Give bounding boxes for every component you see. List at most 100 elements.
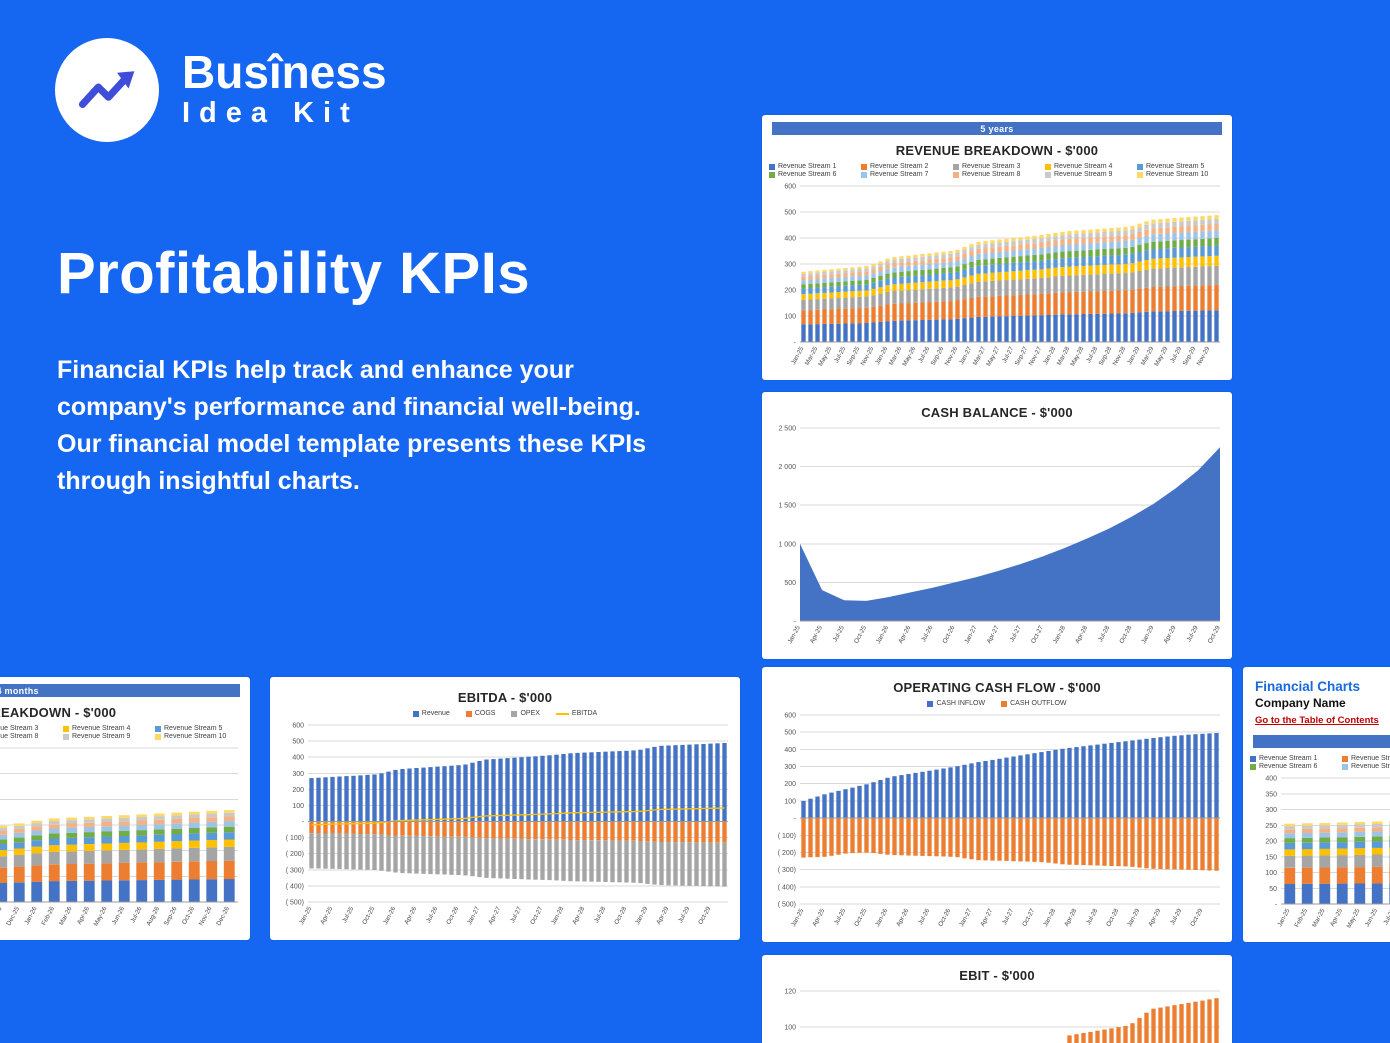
svg-text:Jan-25: Jan-25 — [298, 905, 313, 926]
brand-name: Busîness Idea Kit — [182, 48, 387, 129]
svg-text:-: - — [302, 819, 305, 826]
legend-marker-icon — [861, 171, 867, 178]
svg-text:Jun-25: Jun-25 — [1364, 907, 1379, 928]
svg-text:Jul-26: Jul-26 — [917, 907, 931, 926]
legend-item: Revenue Stream 8 — [953, 171, 1041, 178]
revenue-breakdown-5y-card: 5 years REVENUE BREAKDOWN - $'000 Revenu… — [762, 115, 1232, 380]
legend-item: Revenue Stream 3 — [953, 163, 1041, 170]
svg-text:Apr-26: Apr-26 — [403, 905, 418, 925]
svg-text:Feb-25: Feb-25 — [1294, 907, 1310, 928]
operating-cash-flow-chart: 600 500 400 300 200 100 - ( 100) ( 200) ( 300) ( 4… — [764, 709, 1228, 940]
table-of-contents-link[interactable]: Go to the Table of Contents — [1255, 715, 1379, 726]
legend-label: CASH OUTFLOW — [1010, 700, 1067, 707]
legend-label: Revenue Stream 10 — [1146, 171, 1209, 178]
legend-label: Revenue Stream 4 — [1054, 163, 1113, 170]
ebitda-card: EBITDA - $'000 Revenue COGS OPEX EBITDA 600… — [270, 677, 740, 940]
legend-marker-icon — [63, 725, 69, 732]
svg-text:Jul-28: Jul-28 — [1085, 907, 1099, 926]
svg-text:Jan-26: Jan-26 — [382, 905, 397, 926]
svg-text:600: 600 — [784, 184, 796, 191]
svg-text:Jul-27: Jul-27 — [509, 905, 523, 924]
svg-text:Apr-27: Apr-27 — [986, 624, 1001, 644]
svg-text:200: 200 — [1265, 839, 1277, 846]
legend-marker-icon — [1342, 763, 1348, 770]
svg-text:Jan-28: Jan-28 — [1042, 907, 1057, 928]
legend-label: Revenue Stream 4 — [72, 725, 131, 732]
legend-label: CASH INFLOW — [936, 700, 986, 707]
svg-text:Apr-25: Apr-25 — [1329, 907, 1344, 927]
chart-title-revenue-breakdown-24m: REVENUE BREAKDOWN - $'000 — [0, 705, 117, 720]
svg-text:( 100): ( 100) — [778, 833, 796, 840]
legend-item: CASH OUTFLOW — [1001, 700, 1067, 707]
legend-item: Revenue Stream 7 — [861, 171, 949, 178]
svg-text:200: 200 — [784, 781, 796, 788]
chart-title-cash-balance: CASH BALANCE - $'000 — [921, 405, 1073, 420]
svg-text:( 500): ( 500) — [286, 900, 304, 907]
svg-text:Mar-26: Mar-26 — [58, 905, 74, 926]
legend-marker-icon — [1250, 763, 1256, 770]
svg-text:400: 400 — [784, 747, 796, 754]
svg-text:Jan-26: Jan-26 — [23, 905, 38, 926]
legend-label: Revenue Stream 7 — [1351, 763, 1390, 770]
chart-title-ebitda: EBITDA - $'000 — [457, 690, 553, 705]
legend-marker-icon — [1250, 755, 1256, 762]
svg-text:Aug-26: Aug-26 — [145, 905, 161, 927]
legend-label: Revenue Stream 7 — [870, 171, 929, 178]
svg-text:Nov-29: Nov-29 — [1196, 345, 1212, 367]
svg-text:Jan-25: Jan-25 — [787, 624, 802, 645]
svg-text:Jul-26: Jul-26 — [425, 905, 439, 924]
legend-label: COGS — [474, 710, 496, 717]
svg-text:Jul-25: Jul-25 — [833, 907, 847, 926]
svg-text:Jan-27: Jan-27 — [958, 907, 973, 928]
svg-text:Jan-25: Jan-25 — [1276, 907, 1291, 928]
ebit-chart: 12010080604020- — [764, 985, 1228, 1043]
svg-text:( 500): ( 500) — [778, 902, 796, 909]
period-bar-5-years: 5 years — [772, 122, 1222, 135]
legend-label: Revenue Stream 8 — [0, 733, 39, 740]
svg-text:Oct-27: Oct-27 — [1030, 624, 1045, 644]
svg-text:2 000: 2 000 — [778, 464, 796, 471]
legend-label: Revenue Stream 3 — [0, 725, 39, 732]
nav-block: Financial Charts Company Name Go to the … — [1243, 667, 1390, 728]
legend-marker-icon — [861, 163, 867, 170]
svg-text:300: 300 — [784, 764, 796, 771]
svg-text:500: 500 — [784, 580, 796, 587]
svg-text:Nov-27: Nov-27 — [1028, 345, 1044, 367]
legend-item: Revenue — [412, 710, 450, 717]
svg-text:Apr-25: Apr-25 — [319, 905, 334, 925]
svg-text:Oct-27: Oct-27 — [1021, 907, 1036, 927]
svg-text:Jul-28: Jul-28 — [593, 905, 607, 924]
legend-item: Revenue Stream 6 — [1250, 763, 1338, 770]
svg-text:400: 400 — [292, 755, 304, 762]
legend-marker-icon — [953, 163, 959, 170]
svg-text:350: 350 — [1265, 791, 1277, 798]
svg-text:Jul-28: Jul-28 — [1085, 345, 1099, 364]
svg-text:Oct-29: Oct-29 — [1207, 624, 1222, 644]
legend-label: Revenue Stream 1 — [1259, 755, 1318, 762]
svg-text:100: 100 — [1265, 870, 1277, 877]
svg-text:-: - — [1275, 902, 1278, 909]
svg-text:Oct-26: Oct-26 — [445, 905, 460, 925]
svg-text:Jul-26: Jul-26 — [920, 624, 934, 643]
svg-text:Oct-26: Oct-26 — [941, 624, 956, 644]
period-bar-mini — [1253, 735, 1390, 748]
svg-text:600: 600 — [292, 723, 304, 730]
svg-text:Apr-25: Apr-25 — [809, 624, 824, 644]
legend-item: Revenue Stream 1 — [769, 163, 857, 170]
legend-marker-icon — [412, 710, 419, 717]
svg-text:100: 100 — [784, 798, 796, 805]
svg-text:Oct-26: Oct-26 — [937, 907, 952, 927]
svg-text:Jan-25: Jan-25 — [790, 907, 805, 928]
svg-text:Jul-29: Jul-29 — [1169, 907, 1183, 926]
trend-arrow-icon — [78, 71, 135, 108]
legend-label: Revenue Stream 1 — [778, 163, 837, 170]
svg-text:Jan-27: Jan-27 — [466, 905, 481, 926]
brand-logo — [55, 38, 159, 142]
ebit-card: EBIT - $'000 12010080604020- — [762, 955, 1232, 1043]
legend-label: Revenue Stream 6 — [778, 171, 837, 178]
svg-text:Jul-29: Jul-29 — [1185, 624, 1199, 643]
svg-text:200: 200 — [784, 288, 796, 295]
legend-item: CASH INFLOW — [927, 700, 985, 707]
svg-text:300: 300 — [292, 771, 304, 778]
